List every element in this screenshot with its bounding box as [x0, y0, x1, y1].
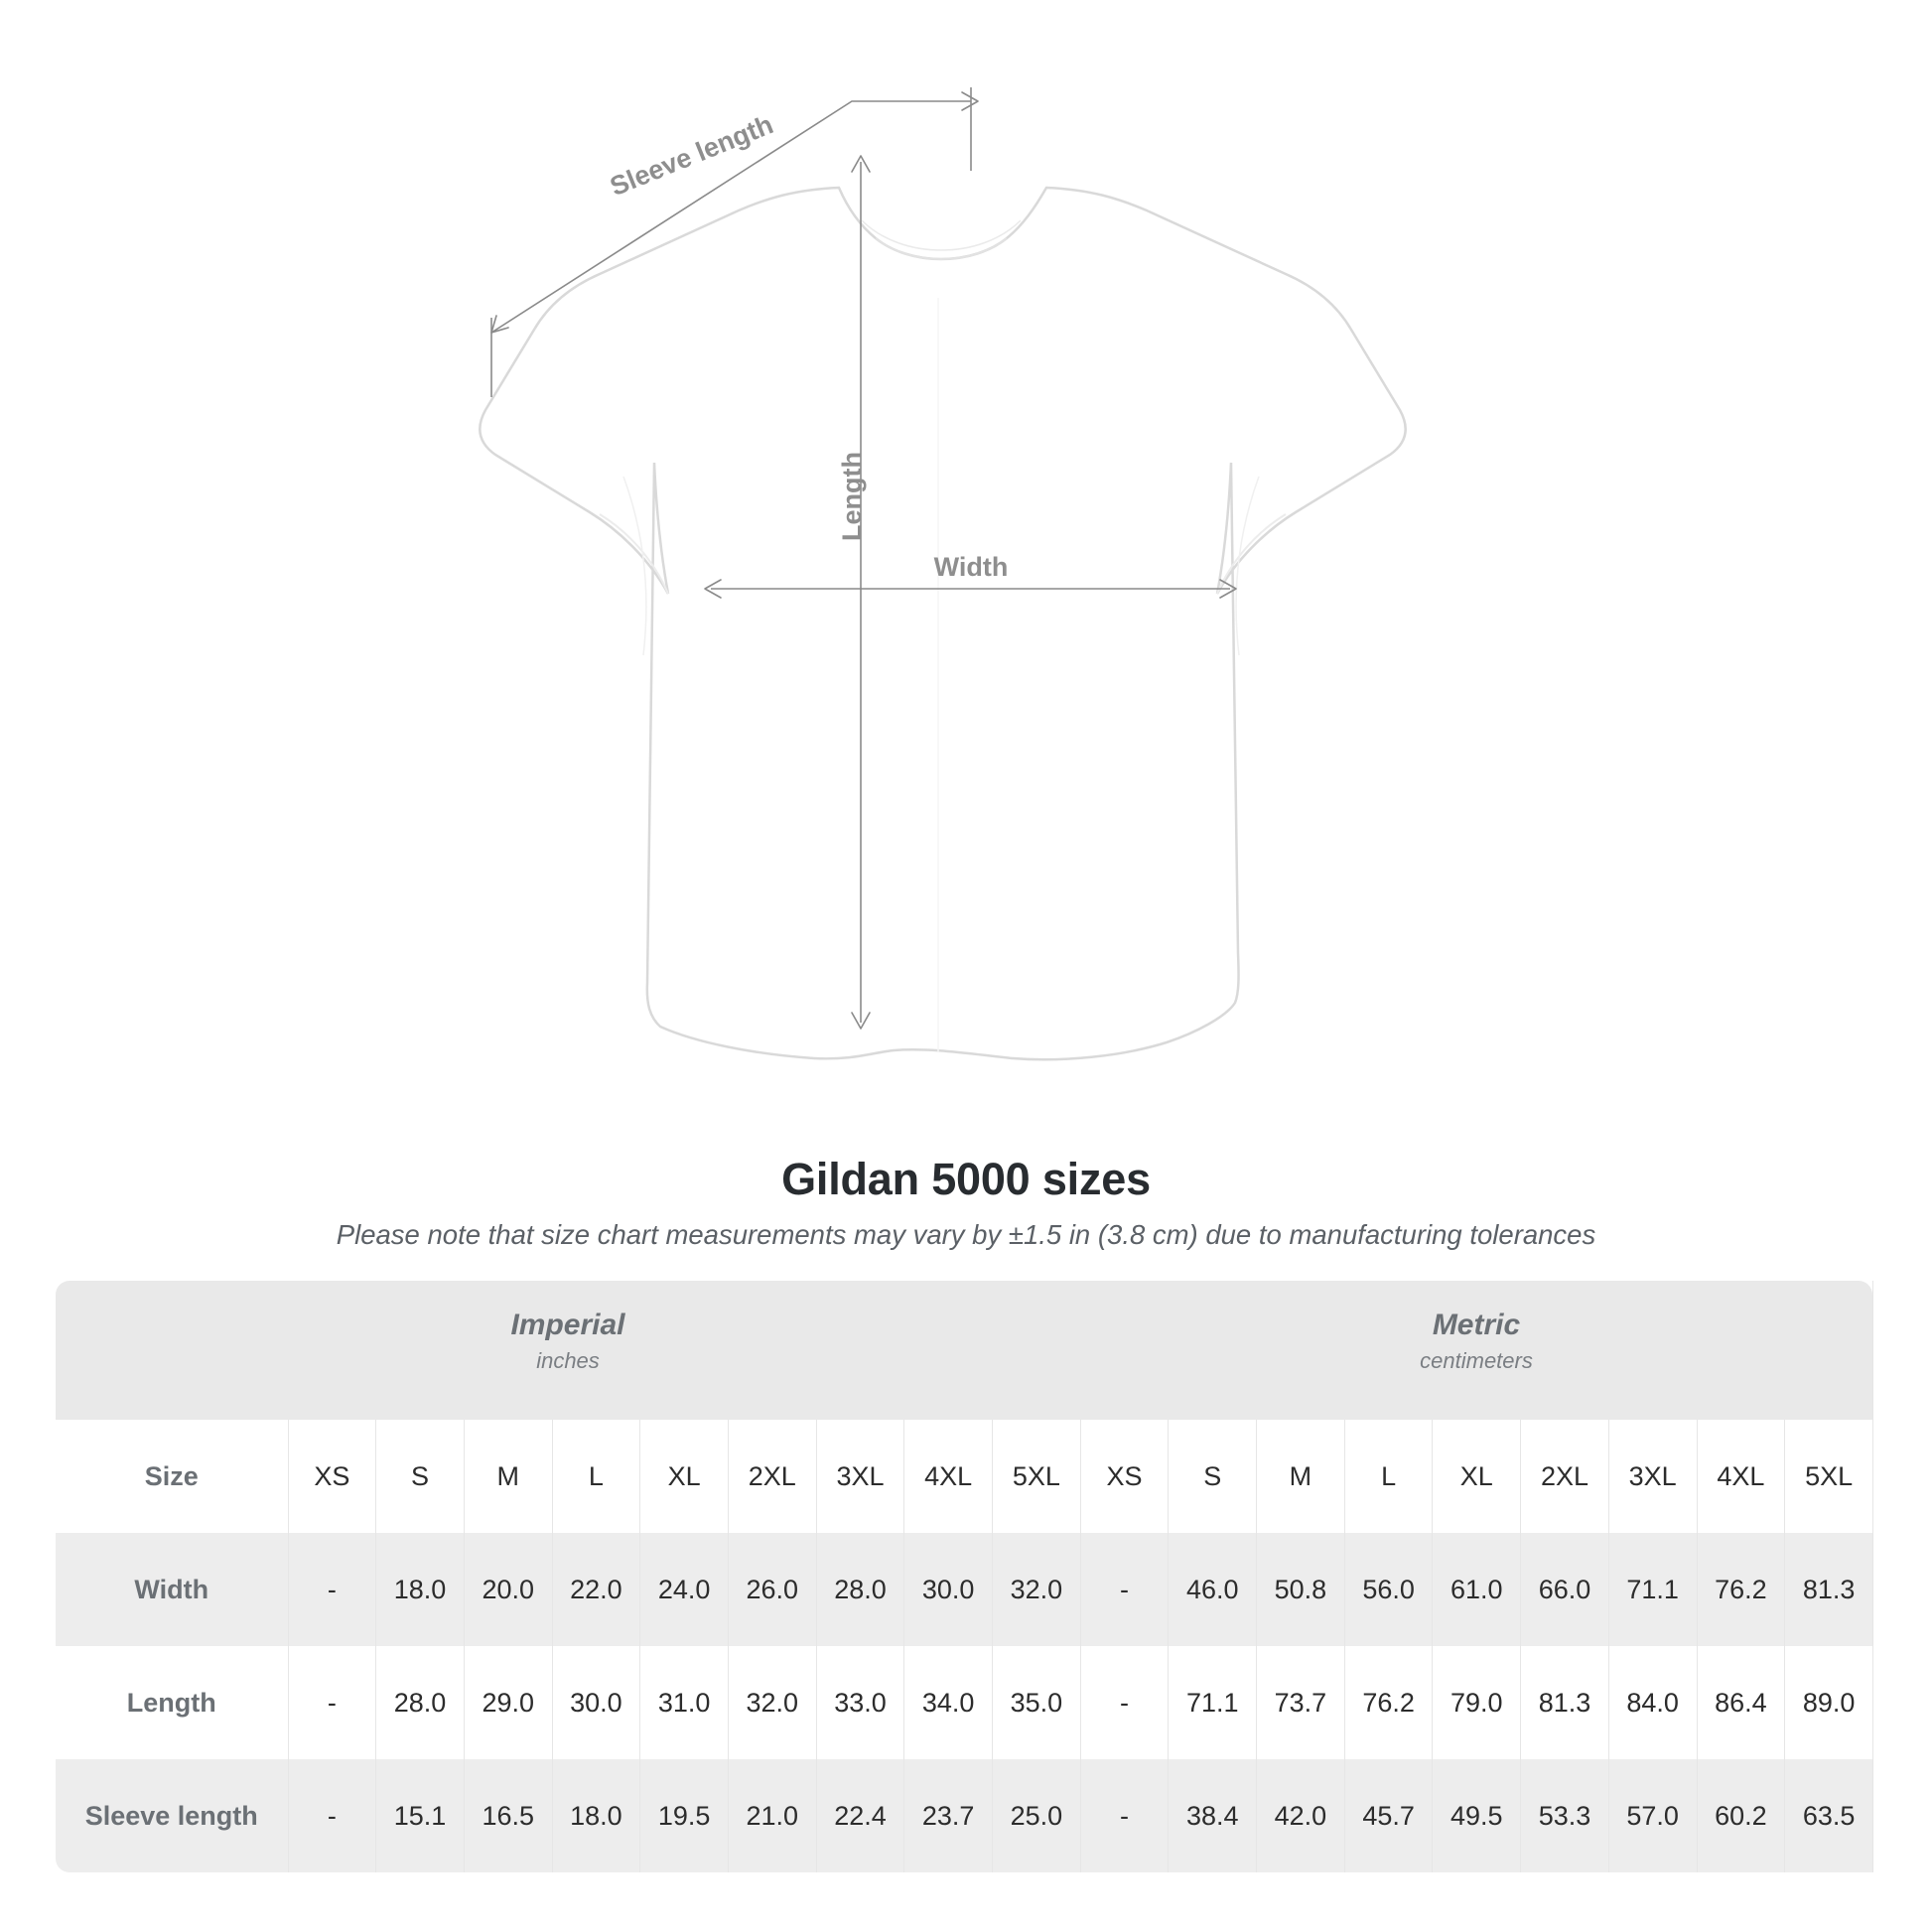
svg-text:Length: Length — [837, 452, 867, 541]
svg-text:Width: Width — [934, 552, 1009, 582]
svg-text:Sleeve length: Sleeve length — [606, 109, 777, 202]
